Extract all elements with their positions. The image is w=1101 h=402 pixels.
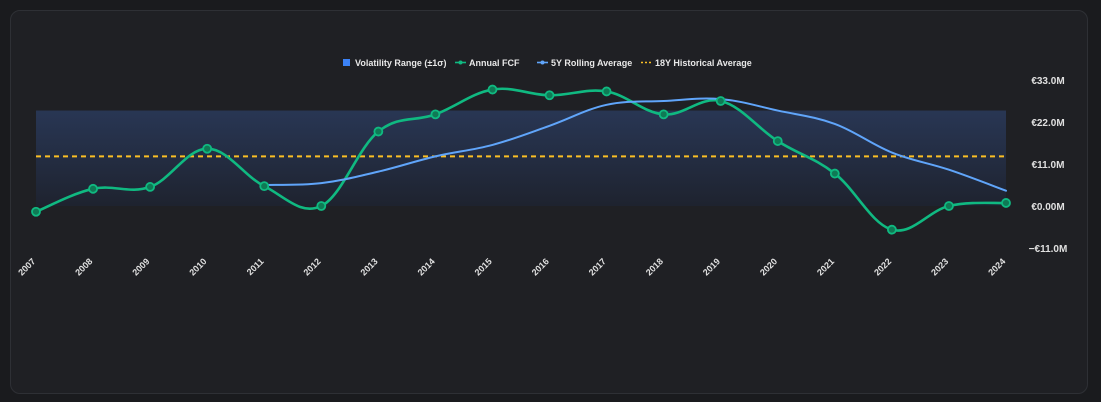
data-point-2014[interactable] (430, 109, 441, 120)
legend-item[interactable]: Volatility Range (±1σ) (343, 58, 446, 68)
data-point-2019[interactable] (715, 96, 726, 106)
x-tick-label: 2008 (73, 256, 94, 277)
legend-swatch-dot (540, 60, 545, 65)
data-point-2016[interactable] (544, 90, 555, 101)
data-point-2010[interactable] (202, 143, 213, 154)
y-tick-label: €33.0M (1031, 76, 1064, 87)
x-tick-label: 2020 (758, 256, 779, 277)
legend-swatch-dot (458, 60, 463, 65)
x-tick-label: 2007 (16, 256, 37, 277)
y-tick-label: −€11.0M (1029, 244, 1068, 255)
data-point-2017[interactable] (601, 86, 612, 97)
legend-label: Annual FCF (469, 58, 520, 68)
data-point-2011[interactable] (259, 181, 270, 192)
data-point-2023[interactable] (944, 201, 954, 211)
data-point-2008[interactable] (88, 183, 98, 194)
legend-label: 5Y Rolling Average (551, 58, 632, 68)
y-tick-label: €22.0M (1031, 118, 1064, 129)
x-tick-label: 2017 (587, 256, 608, 277)
legend-item[interactable]: 5Y Rolling Average (537, 58, 632, 68)
x-tick-label: 2009 (130, 256, 151, 277)
x-tick-label: 2018 (644, 256, 665, 277)
x-tick-label: 2010 (187, 256, 208, 277)
data-point-2024[interactable] (1001, 198, 1011, 208)
x-tick-label: 2021 (815, 256, 836, 277)
legend-item[interactable]: 18Y Historical Average (641, 58, 752, 68)
data-point-2021[interactable] (829, 168, 840, 179)
y-tick-label: €0.00M (1031, 202, 1064, 213)
x-tick-label: 2023 (929, 256, 950, 277)
x-tick-label: 2019 (701, 256, 722, 277)
data-point-2020[interactable] (772, 136, 783, 146)
data-point-2022[interactable] (886, 224, 897, 235)
data-point-2009[interactable] (145, 182, 156, 192)
data-point-2013[interactable] (373, 126, 384, 137)
x-tick-label: 2011 (245, 256, 266, 277)
data-point-2018[interactable] (658, 109, 669, 120)
x-tick-label: 2024 (986, 256, 1007, 277)
legend-label: 18Y Historical Average (655, 58, 752, 68)
y-tick-label: €11.0M (1032, 160, 1065, 171)
x-tick-label: 2022 (872, 256, 893, 277)
x-tick-label: 2013 (359, 256, 380, 277)
data-point-2012[interactable] (316, 201, 327, 211)
x-tick-label: 2012 (301, 256, 322, 277)
data-point-2007[interactable] (31, 206, 41, 217)
series-line-5y-rolling-average (263, 97, 1007, 192)
legend-label: Volatility Range (±1σ) (355, 58, 446, 68)
x-tick-label: 2014 (416, 256, 437, 277)
x-tick-label: 2015 (473, 256, 494, 277)
legend-item[interactable]: Annual FCF (455, 58, 520, 68)
legend-swatch (343, 59, 350, 66)
volatility-band (36, 110, 1006, 206)
data-point-2015[interactable] (487, 84, 498, 95)
x-tick-label: 2016 (530, 256, 551, 277)
